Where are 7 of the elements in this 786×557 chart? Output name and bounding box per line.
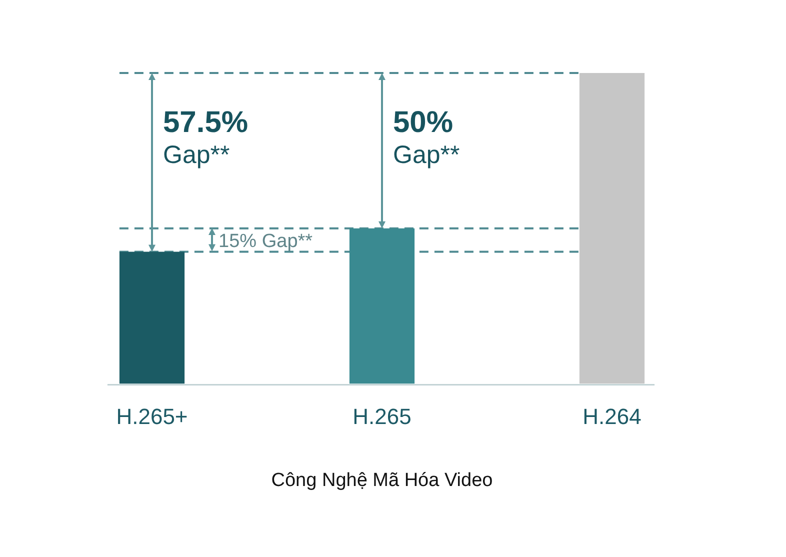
x-axis-title: Công Nghệ Mã Hóa Video (271, 470, 493, 491)
annotation: 57.5% Gap** (163, 106, 248, 169)
annotation: 50% Gap** (393, 106, 460, 169)
x-tick-label: H.265+ (116, 404, 188, 430)
x-tick-label: H.264 (582, 404, 642, 430)
x-tick-label: H.265 (352, 404, 412, 430)
annotation: 15% Gap** (218, 231, 314, 252)
